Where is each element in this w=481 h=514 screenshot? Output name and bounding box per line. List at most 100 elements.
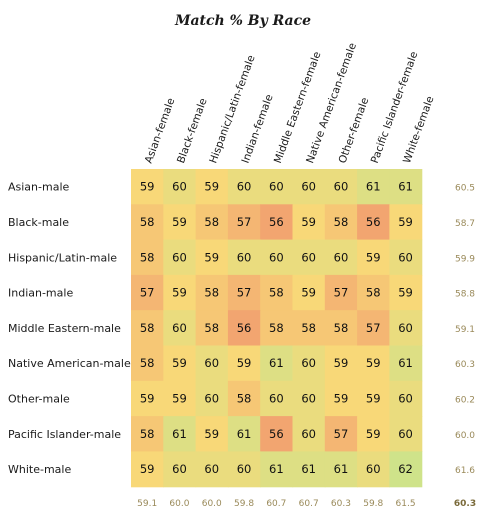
column-average-label: 60.3 bbox=[331, 499, 351, 509]
cell-value-label: 60 bbox=[172, 462, 187, 476]
cell-value-label: 58 bbox=[140, 215, 155, 229]
cell-value-label: 58 bbox=[204, 215, 219, 229]
heatmap-cell bbox=[292, 345, 326, 382]
cell-value-label: 58 bbox=[366, 286, 381, 300]
cell-value-label: 61 bbox=[398, 180, 413, 194]
cell-value-label: 59 bbox=[398, 215, 413, 229]
row-label: Black-male bbox=[8, 216, 69, 229]
heatmap-cell bbox=[163, 345, 197, 382]
heatmap-cell bbox=[131, 239, 164, 276]
heatmap-cell bbox=[357, 380, 390, 417]
heatmap-cell bbox=[131, 345, 164, 382]
heatmap-cell bbox=[357, 204, 390, 241]
cell-value-label: 58 bbox=[140, 250, 155, 264]
heatmap-cell bbox=[163, 169, 197, 205]
cell-value-label: 59 bbox=[140, 391, 155, 405]
cell-value-label: 56 bbox=[269, 215, 284, 229]
cell-value-label: 58 bbox=[140, 356, 155, 370]
column-label: White-female bbox=[401, 95, 436, 165]
cell-value-label: 62 bbox=[398, 462, 413, 476]
heatmap-cell bbox=[163, 310, 197, 347]
heatmap-cell bbox=[260, 345, 294, 382]
heatmap-cell bbox=[357, 416, 390, 452]
heatmap-cell bbox=[292, 239, 326, 276]
column-label: Indian-female bbox=[240, 93, 276, 165]
cell-value-label: 60 bbox=[398, 250, 413, 264]
row-average-label: 60.5 bbox=[455, 184, 475, 194]
cell-value-label: 58 bbox=[204, 321, 219, 335]
heatmap-cell bbox=[227, 274, 261, 311]
cell-value-label: 59 bbox=[172, 286, 187, 300]
heatmap-cell bbox=[389, 310, 423, 347]
heatmap-cell bbox=[227, 169, 261, 205]
heatmap-cell bbox=[131, 310, 164, 347]
heatmap-cell bbox=[292, 451, 326, 488]
row-average-label: 58.7 bbox=[455, 219, 475, 229]
row-average-label: 59.1 bbox=[455, 325, 475, 335]
cell-value-label: 59 bbox=[366, 391, 381, 405]
column-average-label: 60.7 bbox=[266, 499, 286, 509]
heatmap-cell bbox=[195, 239, 229, 276]
heatmap-cell bbox=[195, 169, 229, 205]
cell-value-label: 60 bbox=[334, 180, 349, 194]
heatmap-cell bbox=[260, 169, 294, 205]
cell-value-label: 61 bbox=[366, 180, 381, 194]
cell-value-label: 59 bbox=[334, 391, 349, 405]
cell-value-label: 61 bbox=[334, 462, 349, 476]
cell-value-label: 58 bbox=[334, 215, 349, 229]
cell-value-label: 60 bbox=[301, 250, 316, 264]
heatmap-cell bbox=[163, 204, 197, 241]
cell-value-label: 56 bbox=[366, 215, 381, 229]
cell-value-label: 57 bbox=[140, 286, 155, 300]
cell-value-label: 59 bbox=[301, 215, 316, 229]
cell-value-label: 60 bbox=[237, 250, 252, 264]
heatmap-cell bbox=[195, 310, 229, 347]
heatmap-cell bbox=[227, 345, 261, 382]
cell-value-label: 59 bbox=[204, 250, 219, 264]
cell-value-label: 60 bbox=[301, 356, 316, 370]
row-average-label: 60.3 bbox=[455, 360, 475, 370]
cell-value-label: 56 bbox=[237, 321, 252, 335]
cell-value-label: 60 bbox=[204, 462, 219, 476]
heatmap-cell bbox=[227, 239, 261, 276]
cell-value-label: 60 bbox=[172, 321, 187, 335]
cell-value-label: 58 bbox=[334, 321, 349, 335]
heatmap-cell bbox=[163, 274, 197, 311]
cell-value-label: 60 bbox=[269, 180, 284, 194]
cell-value-label: 58 bbox=[301, 321, 316, 335]
cell-value-label: 59 bbox=[204, 180, 219, 194]
heatmap-cell bbox=[324, 310, 358, 347]
column-label: Asian-female bbox=[143, 96, 178, 165]
cell-value-label: 60 bbox=[301, 180, 316, 194]
heatmap-cell bbox=[324, 204, 358, 241]
heatmap-cell bbox=[389, 380, 423, 417]
cell-value-label: 61 bbox=[269, 462, 284, 476]
cell-value-label: 60 bbox=[366, 462, 381, 476]
row-label: Middle Eastern-male bbox=[8, 322, 121, 335]
heatmap-cell bbox=[292, 416, 326, 452]
heatmap-cell bbox=[163, 451, 197, 488]
heatmap-cell bbox=[292, 274, 326, 311]
column-average-label: 60.0 bbox=[202, 499, 222, 509]
cell-value-label: 60 bbox=[237, 462, 252, 476]
overall-average-label: 60.3 bbox=[454, 499, 476, 509]
cell-value-label: 60 bbox=[204, 356, 219, 370]
heatmap-cell bbox=[324, 380, 358, 417]
heatmap-cell bbox=[389, 416, 423, 452]
cell-value-label: 58 bbox=[269, 286, 284, 300]
heatmap-cell bbox=[292, 204, 326, 241]
cell-value-label: 59 bbox=[366, 356, 381, 370]
row-label: White-male bbox=[8, 463, 71, 476]
column-average-label: 59.1 bbox=[137, 499, 157, 509]
cell-value-label: 59 bbox=[140, 180, 155, 194]
heatmap-cell bbox=[131, 380, 164, 417]
cell-value-label: 58 bbox=[269, 321, 284, 335]
chart-title: Match % By Race bbox=[174, 13, 311, 29]
row-label: Hispanic/Latin-male bbox=[8, 251, 117, 264]
heatmap-cell bbox=[227, 416, 261, 452]
heatmap-cell bbox=[131, 274, 164, 311]
heatmap-cell bbox=[324, 239, 358, 276]
heatmap-cell bbox=[260, 451, 294, 488]
heatmap-cell bbox=[227, 451, 261, 488]
